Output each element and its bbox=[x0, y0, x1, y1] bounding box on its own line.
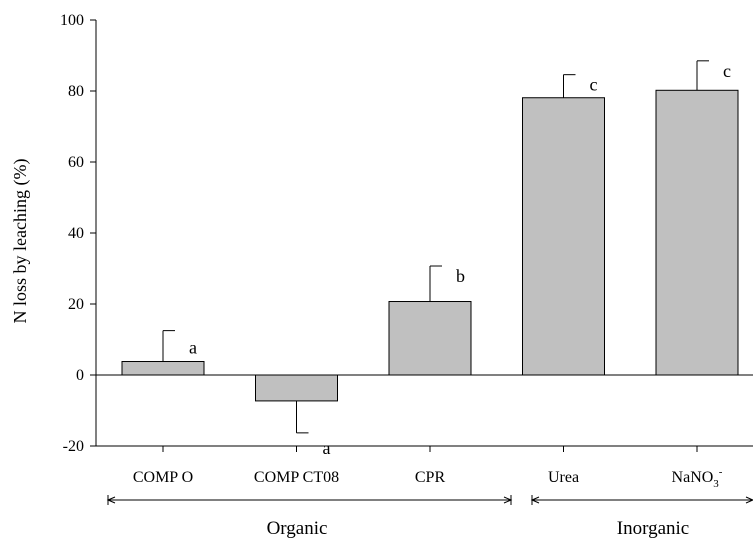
bars bbox=[121, 89, 739, 402]
x-category-label: CPR bbox=[415, 469, 446, 486]
significance-letter: b bbox=[456, 266, 465, 286]
y-tick-label: 100 bbox=[60, 12, 84, 29]
x-category-label: NaNO3- bbox=[672, 466, 723, 490]
significance-letter: a bbox=[189, 338, 197, 358]
significance-letter: a bbox=[323, 438, 331, 458]
bar bbox=[522, 97, 605, 376]
y-tick-label: 0 bbox=[76, 367, 84, 384]
group-bracket-arrow bbox=[745, 496, 753, 504]
group-label: Inorganic bbox=[617, 518, 689, 539]
error-bars bbox=[162, 60, 709, 434]
y-axis-title: N loss by leaching (%) bbox=[10, 159, 31, 324]
y-tick-label: 20 bbox=[68, 296, 84, 313]
category-labels: COMP O COMP CT08 CPR Urea NaNO3- bbox=[133, 466, 723, 490]
group-bracket-arrow bbox=[503, 496, 513, 504]
x-category-label: COMP CT08 bbox=[254, 469, 339, 486]
significance-letter: c bbox=[723, 61, 731, 81]
group-bracket-arrow bbox=[530, 496, 540, 504]
group-brackets: Organic Inorganic bbox=[106, 495, 753, 539]
x-category-label: COMP O bbox=[133, 469, 193, 486]
y-tick-label: -20 bbox=[63, 438, 84, 455]
y-tick-label: 80 bbox=[68, 83, 84, 100]
bar bbox=[121, 361, 205, 376]
y-tick-label: 60 bbox=[68, 154, 84, 171]
x-category-label: Urea bbox=[548, 469, 579, 486]
significance-labels: a a b c c bbox=[189, 61, 731, 458]
bar bbox=[255, 374, 338, 402]
bar bbox=[655, 89, 739, 376]
group-bracket-arrow bbox=[106, 496, 116, 504]
bar bbox=[388, 301, 472, 376]
axes: -20 0 20 40 60 80 100 bbox=[60, 12, 753, 455]
significance-letter: c bbox=[590, 75, 598, 95]
y-tick-label: 40 bbox=[68, 225, 84, 242]
group-label: Organic bbox=[267, 518, 328, 539]
